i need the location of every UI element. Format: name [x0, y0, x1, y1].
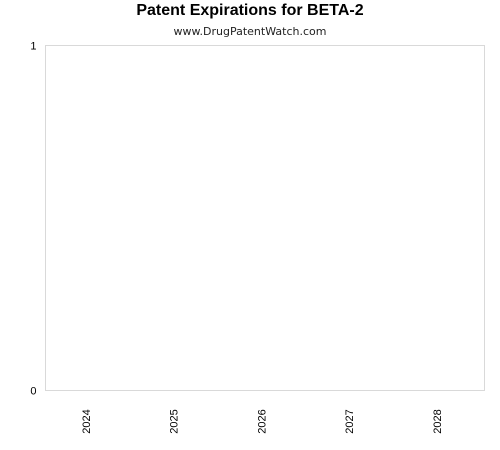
y-axis: 01: [30, 41, 36, 398]
chart-title: Patent Expirations for BETA-2: [136, 2, 364, 19]
chart-subtitle: www.DrugPatentWatch.com: [173, 25, 327, 38]
x-tick-label: 2026: [256, 409, 268, 433]
x-axis: 2024 2025 2026 2027 2028: [81, 409, 444, 433]
x-tick-label: 2028: [432, 409, 444, 433]
y-tick-label: 0: [30, 386, 36, 398]
plot-area: [45, 45, 485, 391]
x-tick-label: 2027: [344, 409, 356, 433]
y-tick-label: 1: [30, 41, 36, 53]
x-tick-label: 2024: [81, 409, 93, 433]
x-tick-label: 2025: [169, 409, 181, 433]
